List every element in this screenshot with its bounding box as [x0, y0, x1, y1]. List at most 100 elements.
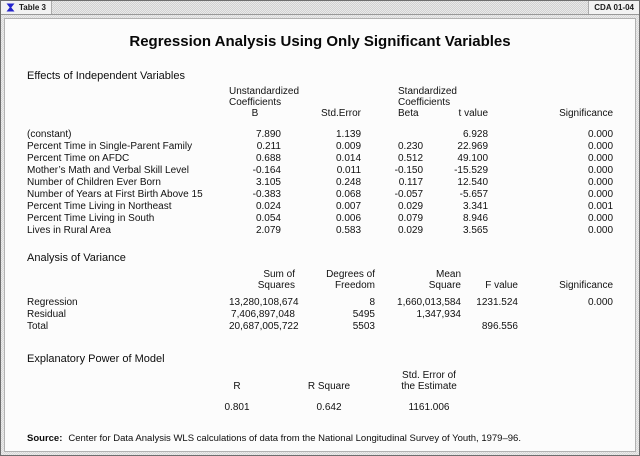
beta-value: -0.057 — [394, 189, 424, 200]
beta-value: 0.117 — [398, 177, 424, 188]
variable-label: Percent Time Living in South — [27, 213, 155, 224]
t-value: 8.946 — [462, 213, 489, 224]
degrees-of-freedom-value: 5503 — [352, 321, 375, 332]
t-value: 3.565 — [462, 225, 489, 236]
degrees-of-freedom-value: 5495 — [352, 309, 375, 320]
standardized-coefficients-header: Standardized Coefficients — [398, 86, 457, 108]
document-page: Regression Analysis Using Only Significa… — [4, 18, 636, 452]
degrees-of-freedom-value: 8 — [369, 297, 375, 308]
coef-column-header-row: B Std.Error Beta t value Significance — [27, 108, 613, 119]
variable-label: Percent Time in Single-Parent Family — [27, 141, 193, 152]
variable-label: Percent Time on AFDC — [27, 153, 130, 164]
coef-group-header-row: Unstandardized Coefficients Standardized… — [27, 86, 613, 108]
std-error-value: 0.583 — [335, 225, 362, 236]
window-title: Table 3 — [19, 3, 46, 12]
source-note: Source: Center for Data Analysis WLS calc… — [27, 433, 613, 445]
effects-section-heading: Effects of Independent Variables — [27, 70, 185, 82]
anova-header-row: Sum of Squares Degrees of Freedom Mean S… — [27, 269, 613, 291]
variable-label: Mother’s Math and Verbal Skill Level — [27, 165, 189, 176]
unstandardized-coefficients-header: Unstandardized Coefficients — [229, 86, 300, 108]
mean-square-value — [375, 321, 461, 333]
mean-square-value: 1,347,934 — [416, 309, 462, 320]
f-value-header: F value — [485, 280, 518, 291]
t-value: 22.969 — [457, 141, 489, 152]
titlebar-title-pane: Table 3 — [1, 1, 52, 14]
b-value: 0.211 — [256, 141, 281, 152]
window-titlebar[interactable]: Table 3 CDA 01-04 — [1, 1, 639, 15]
b-value: 0.024 — [255, 201, 281, 212]
r-value: 0.801 — [224, 402, 250, 413]
table-row: Number of Children Ever Born 3.105 0.248… — [27, 177, 613, 189]
table-row: 0.801 0.642 1161.006 — [27, 392, 613, 414]
t-value: 3.341 — [462, 201, 489, 212]
significance-value: 0.000 — [587, 165, 614, 176]
titlebar-doc-code-pane: CDA 01-04 — [588, 1, 639, 14]
b-value: 7.890 — [255, 129, 281, 140]
b-column-header: B — [251, 108, 259, 119]
table-row: Number of Years at First Birth Above 15 … — [27, 189, 613, 201]
beta-column-header: Beta — [398, 108, 419, 119]
t-value: -5.657 — [459, 189, 489, 200]
mean-square-value: 1,660,013,584 — [397, 297, 461, 308]
t-value: -15.529 — [454, 165, 489, 176]
beta-value: 0.230 — [397, 141, 424, 152]
r-square-header: R Square — [307, 381, 351, 392]
table-row: (constant) 7.890 1.139 6.928 0.000 — [27, 119, 613, 141]
variable-label: Number of Years at First Birth Above 15 — [27, 189, 203, 200]
beta-value: 0.512 — [397, 153, 424, 164]
variable-label: Lives in Rural Area — [27, 225, 111, 236]
doc-code: CDA 01-04 — [594, 3, 634, 12]
anova-table: Sum of Squares Degrees of Freedom Mean S… — [27, 269, 613, 333]
table-row: Mother’s Math and Verbal Skill Level -0.… — [27, 165, 613, 177]
anova-significance-value: 0.000 — [587, 297, 613, 308]
beta-value: 0.029 — [397, 201, 424, 212]
table-row: Percent Time in Single-Parent Family 0.2… — [27, 141, 613, 153]
t-value: 12.540 — [457, 177, 489, 188]
f-value — [461, 309, 518, 321]
std-error-of-estimate-header: Std. Error of the Estimate — [401, 370, 457, 392]
significance-value: 0.000 — [587, 153, 614, 164]
anova-section-heading: Analysis of Variance — [27, 252, 126, 264]
titlebar-drag-area[interactable] — [52, 1, 588, 14]
significance-value: 0.000 — [587, 141, 614, 152]
std-error-value: 0.248 — [335, 177, 362, 188]
anova-row-label: Residual — [27, 309, 66, 320]
b-value: 0.688 — [255, 153, 281, 164]
std-error-value: 0.014 — [335, 153, 362, 164]
sum-of-squares-value: 13,280,108,674 — [229, 297, 299, 308]
variable-label: Number of Children Ever Born — [27, 177, 161, 188]
mean-square-header: Mean Square — [428, 269, 461, 291]
f-value: 896.556 — [481, 321, 518, 332]
source-text: Center for Data Analysis WLS calculation… — [68, 433, 521, 444]
std-error-value: 0.011 — [336, 165, 362, 176]
significance-column-header: Significance — [559, 108, 614, 119]
page-title: Regression Analysis Using Only Significa… — [129, 33, 511, 50]
std-error-value: 0.007 — [335, 201, 362, 212]
r-square-value: 0.642 — [316, 402, 342, 413]
anova-row-label: Regression — [27, 297, 78, 308]
b-value: -0.164 — [252, 165, 281, 176]
f-value: 1231.524 — [476, 297, 518, 308]
degrees-of-freedom-header: Degrees of Freedom — [326, 269, 375, 291]
t-value-column-header: t value — [458, 108, 489, 119]
t-value: 6.928 — [462, 129, 489, 140]
beta-value: 0.079 — [397, 213, 424, 224]
variable-label: (constant) — [27, 129, 72, 140]
significance-value: 0.000 — [587, 177, 614, 188]
table-row: Regression 13,280,108,674 8 1,660,013,58… — [27, 291, 613, 309]
significance-value: 0.000 — [587, 225, 614, 236]
r-header: R — [233, 381, 241, 392]
sum-of-squares-value: 20,687,005,722 — [229, 321, 299, 332]
epm-header-row: R R Square Std. Error of the Estimate — [27, 370, 613, 392]
sum-of-squares-value: 7,406,897,048 — [231, 309, 295, 320]
significance-value: 0.000 — [587, 213, 614, 224]
variable-label: Percent Time Living in Northeast — [27, 201, 172, 212]
source-label: Source: — [27, 433, 63, 444]
table-row: Percent Time on AFDC 0.688 0.014 0.512 4… — [27, 153, 613, 165]
anova-significance-value — [518, 321, 613, 333]
beta-value: 0.029 — [397, 225, 424, 236]
t-value: 49.100 — [457, 153, 489, 164]
beta-value: -0.150 — [394, 165, 424, 176]
beta-value — [361, 119, 423, 141]
